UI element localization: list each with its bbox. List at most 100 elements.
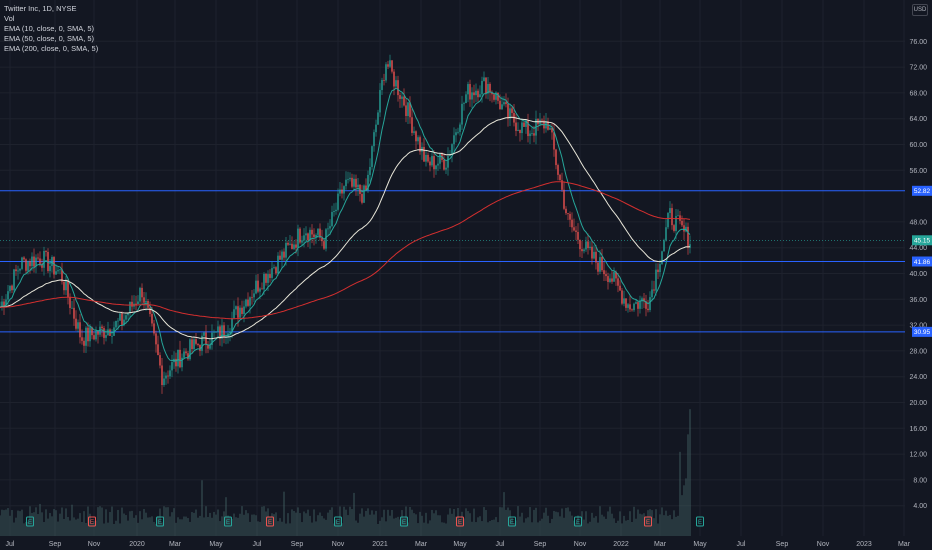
- volume-bar: [637, 509, 639, 536]
- candle-body: [611, 278, 613, 282]
- volume-bar: [269, 517, 271, 536]
- candle-body: [599, 257, 601, 272]
- candle-body: [383, 80, 385, 81]
- ema10-legend[interactable]: EMA (10, close, 0, SMA, 5): [4, 24, 95, 33]
- candle-body: [5, 299, 7, 307]
- ema50-legend[interactable]: EMA (50, close, 0, SMA, 5): [4, 34, 95, 43]
- earnings-marker[interactable]: [266, 516, 274, 527]
- volume-bar: [133, 517, 135, 536]
- volume-bar: [515, 520, 517, 536]
- candle-body: [261, 288, 263, 290]
- volume-bar: [573, 520, 575, 536]
- volume-bar: [579, 523, 581, 536]
- earnings-marker[interactable]: [88, 516, 96, 527]
- candle-body: [641, 298, 643, 301]
- candle-body: [509, 108, 511, 119]
- volume-bar: [469, 513, 471, 536]
- horizontal-levels[interactable]: [0, 190, 905, 333]
- candle-body: [455, 132, 457, 136]
- volume-bar: [333, 523, 335, 536]
- volume-bar: [41, 512, 43, 536]
- candle-body: [111, 335, 113, 337]
- volume-bar: [259, 521, 261, 536]
- candle-body: [137, 301, 139, 305]
- volume-bar: [405, 506, 407, 536]
- level-tag-label: 30.95: [914, 329, 931, 336]
- earnings-marker[interactable]: [224, 516, 232, 527]
- candle-body: [307, 233, 309, 241]
- price-tick-label: 60.00: [909, 142, 927, 149]
- volume-bar: [293, 510, 295, 536]
- candle-body: [95, 331, 97, 340]
- volume-bar: [561, 508, 563, 536]
- candle-body: [21, 257, 23, 269]
- volume-bar: [97, 507, 99, 536]
- volume-bar: [165, 507, 167, 536]
- volume-bar: [543, 512, 545, 536]
- earnings-marker[interactable]: [508, 516, 516, 527]
- volume-bar: [271, 513, 273, 536]
- candle-body: [127, 313, 129, 316]
- candle-body: [637, 302, 639, 309]
- volume-bar: [309, 515, 311, 536]
- volume-legend[interactable]: Vol: [4, 14, 15, 23]
- volume-bar: [461, 511, 463, 536]
- earnings-marker-letter: E: [90, 520, 94, 526]
- earnings-marker[interactable]: [400, 516, 408, 527]
- candle-body: [647, 308, 649, 311]
- candle-body: [139, 287, 141, 302]
- earnings-marker-letter: E: [698, 520, 702, 526]
- time-tick-label: Sep: [534, 541, 547, 548]
- volume-bar: [177, 517, 179, 536]
- volume-bar: [633, 506, 635, 536]
- volume-bar: [57, 521, 59, 536]
- candle-body: [287, 242, 289, 245]
- earnings-marker[interactable]: [696, 516, 704, 527]
- ema200-legend[interactable]: EMA (200, close, 0, SMA, 5): [4, 44, 99, 53]
- volume-bar: [379, 520, 381, 536]
- time-tick-label: May: [693, 541, 707, 548]
- volume-bar: [527, 517, 529, 536]
- earnings-marker[interactable]: [156, 516, 164, 527]
- volume-bar: [429, 520, 431, 536]
- candle-body: [115, 320, 117, 328]
- candle-body: [553, 132, 555, 150]
- volume-bar: [11, 510, 13, 536]
- currency-button[interactable]: USD: [912, 4, 928, 16]
- earnings-marker[interactable]: [334, 516, 342, 527]
- candle-body: [175, 358, 177, 367]
- volume-bar: [299, 513, 301, 536]
- volume-bar: [495, 517, 497, 536]
- price-axis[interactable]: 76.00 72.00 68.00 64.00 60.00 56.00 48.00 44.00…: [909, 39, 927, 510]
- candle-body: [467, 84, 469, 95]
- candle-body: [397, 80, 399, 96]
- candle-body: [245, 299, 247, 307]
- earnings-marker[interactable]: [574, 516, 582, 527]
- volume-bar: [535, 507, 537, 536]
- candle-body: [465, 94, 467, 104]
- volume-bar: [101, 507, 103, 536]
- earnings-marker[interactable]: [456, 516, 464, 527]
- candle-body: [155, 333, 157, 345]
- volume-bar: [583, 519, 585, 536]
- time-tick-label: May: [453, 541, 467, 548]
- symbol-title[interactable]: Twitter Inc, 1D, NYSE: [4, 4, 77, 13]
- candle-body: [153, 323, 155, 334]
- earnings-marker[interactable]: [26, 516, 34, 527]
- candle-body: [541, 119, 543, 121]
- volume-bar: [25, 521, 27, 536]
- volume-bar: [231, 519, 233, 536]
- volume-bar: [587, 523, 589, 536]
- candle-body: [609, 278, 611, 282]
- volume-bar: [549, 523, 551, 536]
- time-tick-label: Nov: [88, 541, 101, 548]
- volume-bar: [321, 515, 323, 536]
- time-axis[interactable]: Jul Sep Nov 2020 Mar May Jul Sep Nov 2021 Mar May Ju…: [6, 541, 911, 548]
- earnings-marker[interactable]: [644, 516, 652, 527]
- volume-bar: [237, 517, 239, 536]
- volume-bar: [497, 522, 499, 536]
- candle-body: [1, 301, 3, 308]
- volume-bar: [351, 509, 353, 536]
